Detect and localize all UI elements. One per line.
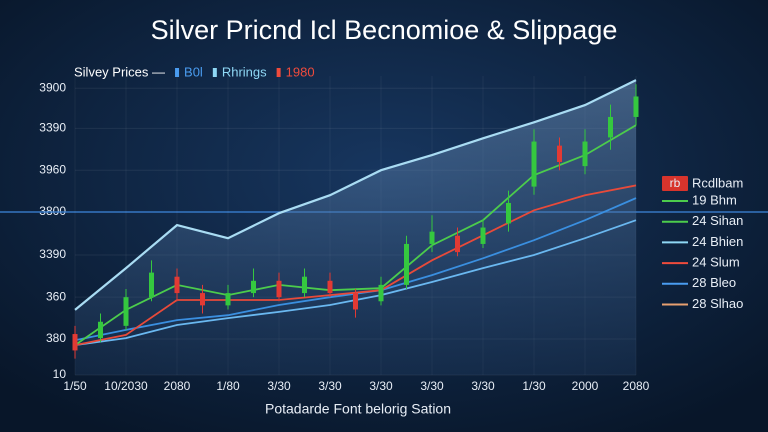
x-tick-label: 3/30 xyxy=(318,379,342,393)
side-label: 19 Bhm xyxy=(692,192,737,207)
chart-title: Silver Pricnd Icl Becnomioe & Slippage xyxy=(151,15,618,45)
legend-label: B0l xyxy=(184,64,203,79)
x-tick-label: 3/30 xyxy=(267,379,291,393)
candle-body xyxy=(506,202,511,224)
candle-body xyxy=(302,276,307,294)
x-tick-label: 3/30 xyxy=(471,379,495,393)
y-tick-label: 3900 xyxy=(39,80,66,94)
candle-body xyxy=(251,280,256,294)
candle-body xyxy=(429,231,435,244)
x-tick-label: 1/30 xyxy=(522,379,546,393)
y-tick-label: 3390 xyxy=(39,247,66,261)
candle-body xyxy=(582,141,588,167)
candle-body xyxy=(276,280,282,298)
x-tick-label: 3/30 xyxy=(369,379,393,393)
side-label: 24 Slum xyxy=(692,255,740,270)
y-tick-label: 360 xyxy=(46,289,66,303)
y-tick-label: 3390 xyxy=(39,121,66,135)
candle-body xyxy=(225,293,231,306)
y-tick-label: 380 xyxy=(46,331,66,345)
candle-body xyxy=(378,284,384,302)
candle-body xyxy=(98,321,103,339)
x-tick-label: 10/2030 xyxy=(104,379,148,393)
x-tick-label: 2080 xyxy=(623,379,650,393)
x-tick-label: 1/80 xyxy=(216,379,240,393)
candle-body xyxy=(608,116,613,138)
candle-body xyxy=(531,141,537,187)
y-tick-label: 3960 xyxy=(39,162,66,176)
side-label: 28 Bleo xyxy=(692,275,736,290)
candle-body xyxy=(480,227,486,244)
candle-body xyxy=(123,297,129,326)
area xyxy=(75,80,636,375)
side-badge-box xyxy=(662,176,688,191)
candle-body xyxy=(404,243,409,285)
side-label: 24 Bhien xyxy=(692,234,743,249)
side-badge: rb xyxy=(670,176,681,190)
legend-label: Rhrings xyxy=(222,64,267,79)
legend-swatch xyxy=(212,68,217,77)
legend-label: Silvey Prices — xyxy=(74,64,165,79)
legend-swatch xyxy=(276,68,281,77)
candle-body xyxy=(455,235,460,253)
y-tick-label: 10 xyxy=(53,367,67,381)
candle-body xyxy=(174,276,180,294)
candle-body xyxy=(200,293,205,306)
candle-body xyxy=(557,145,562,163)
side-label: 24 Sihan xyxy=(692,213,743,228)
candle-body xyxy=(149,272,154,298)
legend-label: 1980 xyxy=(286,64,315,79)
side-label: Rcdlbam xyxy=(692,175,743,190)
candle-body xyxy=(353,293,358,310)
candle-body xyxy=(327,280,333,294)
legend-swatch xyxy=(175,68,180,77)
x-axis-label: Potadarde Font belorig Sation xyxy=(265,401,451,417)
y-tick-label: 3800 xyxy=(39,204,66,218)
x-tick-label: 1/50 xyxy=(63,379,87,393)
x-tick-label: 2080 xyxy=(164,379,191,393)
x-tick-label: 3/30 xyxy=(420,379,444,393)
line xyxy=(74,79,637,311)
side-label: 28 Slhao xyxy=(692,296,743,311)
x-tick-label: 2000 xyxy=(572,379,599,393)
candle-body xyxy=(72,334,78,351)
candle-body xyxy=(633,96,639,117)
